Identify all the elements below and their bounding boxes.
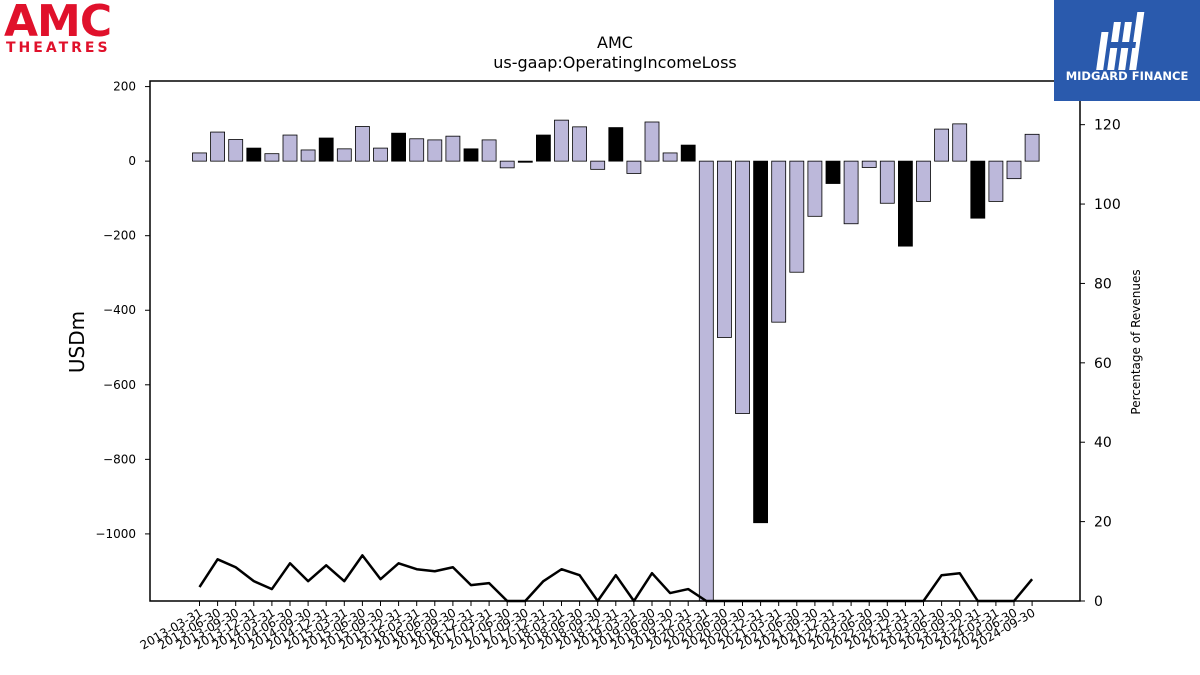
y2-tick-label: 40	[1094, 435, 1112, 451]
bar-2015-09-30	[373, 147, 388, 162]
bar-2014-06-30	[282, 134, 298, 162]
bar-2016-03-31	[409, 138, 425, 162]
y-tick-label: −600	[103, 378, 136, 392]
bar-2018-12-31	[608, 127, 624, 162]
bar-2016-06-30	[427, 139, 443, 162]
bar-2014-09-30	[300, 149, 316, 162]
bar-2024-09-30	[1024, 133, 1040, 162]
bar-2013-09-30	[228, 139, 244, 162]
bar-2019-12-31	[680, 144, 696, 162]
bar-2018-03-31	[554, 119, 569, 162]
y2-tick-label: 120	[1094, 118, 1121, 134]
bar-2020-09-30	[735, 160, 750, 414]
y-tick-label: −400	[103, 303, 136, 317]
y2-tick-label: 0	[1094, 594, 1103, 610]
y2-tick-label: 60	[1094, 356, 1112, 372]
bar-2024-06-30	[1006, 160, 1022, 180]
bar-2021-03-31	[771, 160, 787, 323]
y2-axis-label: Percentage of Revenues	[1129, 269, 1143, 414]
bar-2019-06-30	[644, 121, 660, 162]
y-tick-label: 200	[113, 80, 136, 94]
y2-tick-label: 100	[1094, 197, 1121, 213]
bar-2015-12-31	[391, 132, 407, 162]
bar-2022-12-31	[898, 160, 913, 247]
bar-2018-06-30	[572, 126, 587, 162]
plot-frame	[149, 80, 1081, 602]
bar-2013-03-31	[192, 152, 207, 162]
bar-2015-03-31	[336, 148, 352, 162]
bar-series	[192, 119, 1040, 602]
y-axis-right: 0 20 40 60 80 100 120	[1080, 118, 1121, 610]
bar-2016-12-31	[463, 148, 479, 162]
midgard-logo-text: MIDGARD FINANCE	[1065, 69, 1189, 83]
y-tick-label: −200	[103, 229, 136, 243]
chart-subtitle: us-gaap:OperatingIncomeLoss	[493, 53, 737, 72]
bar-2013-12-31	[246, 147, 262, 162]
bar-2021-09-30	[807, 160, 823, 217]
bar-2014-03-31	[264, 153, 280, 162]
bar-2020-12-31	[753, 160, 768, 524]
amc-logo-subtext: THEATRES	[6, 40, 111, 56]
chart-title: AMC	[597, 33, 633, 52]
y-tick-label: 0	[128, 154, 136, 168]
amc-logo: AMC THEATRES	[4, 0, 134, 56]
bar-2016-09-30	[445, 135, 461, 162]
amc-logo-word: AMC	[4, 0, 112, 47]
bar-2021-12-31	[825, 160, 841, 184]
bar-2024-03-31	[988, 160, 1004, 202]
bar-2023-03-31	[916, 160, 931, 202]
bar-2022-09-30	[879, 160, 895, 204]
midgard-finance-logo: MIDGARD FINANCE	[1054, 0, 1200, 101]
bar-2018-09-30	[590, 160, 606, 170]
bar-2023-06-30	[934, 128, 949, 162]
y2-tick-label: 80	[1094, 276, 1112, 292]
y2-tick-label: 20	[1094, 515, 1112, 531]
bar-2017-03-31	[481, 139, 497, 162]
bar-2015-06-30	[354, 126, 370, 162]
bar-2017-12-31	[536, 134, 551, 162]
bar-2023-09-30	[952, 123, 968, 162]
percentage-of-revenues-line	[198, 554, 1034, 603]
bar-2021-06-30	[789, 160, 805, 273]
bar-2017-09-30	[517, 160, 533, 163]
bar-2019-09-30	[662, 152, 678, 162]
x-axis: 2013-03-312013-06-302013-09-302013-12-31…	[138, 601, 1038, 652]
bar-2019-03-31	[626, 160, 642, 174]
bar-2014-12-31	[318, 137, 334, 162]
bar-2020-03-31	[698, 160, 714, 602]
bar-2022-06-30	[861, 160, 877, 168]
bar-2017-06-30	[499, 160, 515, 169]
midgard-mark-icon	[1096, 12, 1145, 70]
bar-2023-12-31	[970, 160, 986, 219]
bar-2022-03-31	[843, 160, 859, 225]
bar-2013-06-30	[210, 131, 226, 162]
y-tick-label: −800	[103, 452, 136, 466]
y-tick-label: −1000	[95, 527, 136, 541]
y-axis-label: USDm	[65, 311, 89, 373]
y-axis-left: 200 0 −200 −400 −600 −800 −1000	[95, 80, 150, 541]
bar-2020-06-30	[717, 160, 732, 338]
line-series	[198, 554, 1034, 603]
